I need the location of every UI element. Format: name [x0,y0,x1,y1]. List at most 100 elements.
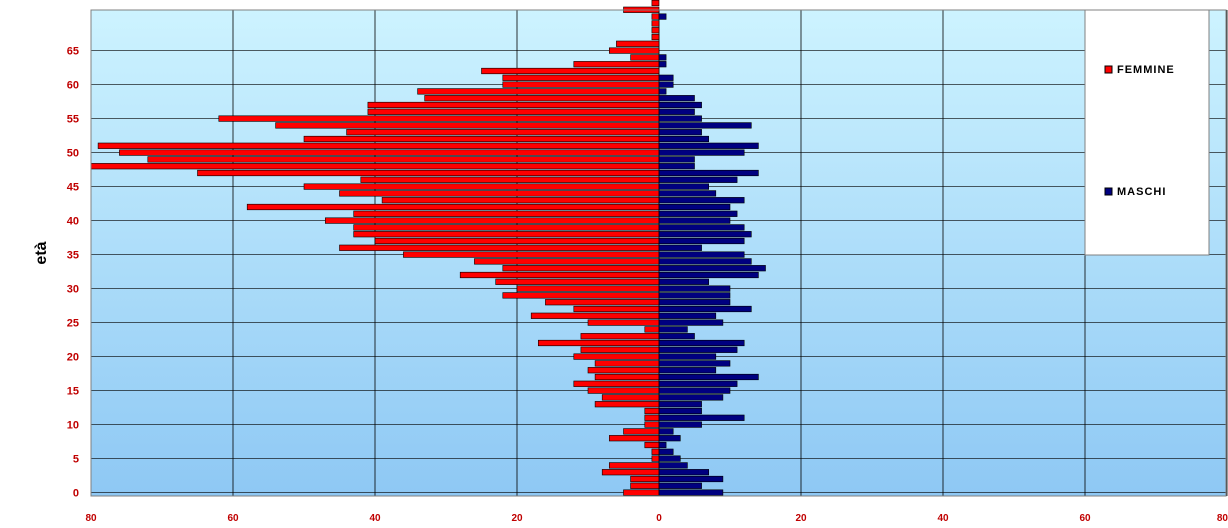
bar-maschi-age-21 [658,346,738,353]
bars-group [90,0,766,496]
y-tick-label: 0 [73,488,79,500]
bar-femmine-age-37 [374,237,660,245]
bar-femmine-age-48 [90,163,660,170]
bar-maschi-age-19 [658,360,731,367]
bar-femmine-age-22 [537,339,660,347]
bar-maschi-age-61 [658,74,674,81]
bar-maschi-age-25 [658,319,724,326]
bar-maschi-age-5 [658,455,681,462]
x-tick-label: 20 [511,513,523,524]
bar-femmine-age-51 [97,142,660,149]
bar-maschi-age-51 [658,142,759,149]
x-tick-label: 0 [656,513,662,524]
bar-maschi-age-33 [658,265,766,272]
bar-maschi-age-57 [658,101,702,109]
bar-maschi-age-46 [658,176,738,183]
bar-maschi-age-24 [658,326,688,333]
bar-femmine-age-2 [630,475,660,483]
bar-femmine-age-38 [353,231,660,238]
bar-femmine-age-36 [339,244,660,251]
bar-maschi-age-60 [658,81,674,88]
bar-maschi-age-43 [658,197,745,204]
bar-maschi-age-58 [658,95,695,102]
bar-femmine-age-58 [424,95,660,102]
bar-maschi-age-53 [658,129,702,136]
legend-label-femmine: FEMMINE [1117,64,1175,76]
bar-femmine-age-60 [502,81,660,88]
bar-maschi-age-10 [658,421,702,428]
bar-maschi-age-39 [658,224,745,231]
bar-maschi-age-22 [658,339,745,347]
bar-femmine-age-24 [644,326,660,333]
bar-maschi-age-28 [658,299,731,306]
bar-femmine-age-62 [481,67,660,75]
bar-maschi-age-49 [658,156,695,163]
y-tick-label: 60 [67,80,79,92]
bar-femmine-age-14 [601,394,660,401]
bar-maschi-age-50 [658,149,745,156]
y-tick-labels: 0 5 10 15 20 25 30 35 40 45 50 55 60 65 73 [67,0,79,500]
bar-maschi-age-1 [658,482,702,489]
bar-femmine-age-18 [587,367,660,374]
bar-maschi-age-12 [658,407,702,415]
bar-maschi-age-29 [658,292,731,299]
bar-femmine-age-47 [197,169,660,177]
y-tick-label: 15 [67,386,79,398]
bar-femmine-age-68 [651,27,660,34]
bar-femmine-age-46 [360,176,660,183]
bar-maschi-age-18 [658,367,717,374]
legend-swatch-femmine [1104,65,1113,74]
bar-femmine-age-50 [119,149,660,156]
bar-femmine-age-9 [623,428,660,435]
bar-maschi-age-6 [658,448,674,455]
bar-maschi-age-9 [658,428,674,435]
x-tick-label: 60 [1079,513,1091,524]
bar-femmine-age-25 [587,319,660,326]
bar-femmine-age-54 [275,122,660,129]
bar-femmine-age-56 [367,108,660,115]
bar-femmine-age-33 [502,265,660,272]
bar-femmine-age-17 [594,373,660,381]
bar-femmine-age-67 [651,33,660,41]
bar-femmine-age-63 [573,61,660,68]
bar-maschi-age-14 [658,394,724,401]
bar-femmine-age-34 [474,258,660,265]
bar-maschi-age-7 [658,441,667,449]
bar-femmine-age-45 [303,183,660,190]
bar-femmine-age-26 [530,312,660,319]
bar-femmine-age-20 [573,353,660,360]
bar-maschi-age-34 [658,258,752,265]
y-tick-label: 20 [67,352,79,364]
y-tick-label: 5 [73,454,79,466]
bar-femmine-age-1 [630,482,660,489]
y-tick-label: 35 [67,250,79,262]
bar-femmine-age-35 [403,251,660,258]
legend-box [1084,9,1210,256]
y-tick-label: 40 [67,216,79,228]
bar-femmine-age-64 [630,54,660,61]
bar-femmine-age-15 [587,387,660,394]
bar-maschi-age-40 [658,217,731,224]
bar-femmine-age-53 [346,129,660,136]
bar-maschi-age-45 [658,183,710,190]
bar-maschi-age-0 [658,489,724,496]
bar-femmine-age-72 [651,0,660,7]
bar-maschi-age-17 [658,373,759,381]
y-tick-label: 45 [67,182,79,194]
bar-femmine-age-32 [459,271,660,279]
bar-maschi-age-64 [658,54,667,61]
bar-maschi-age-8 [658,435,681,442]
x-tick-label: 80 [1217,513,1228,524]
bar-femmine-age-52 [303,135,660,143]
bar-femmine-age-65 [608,47,660,54]
bar-femmine-age-8 [608,435,660,442]
bar-femmine-age-7 [644,441,660,449]
bar-femmine-age-29 [502,292,660,299]
bar-maschi-age-4 [658,462,688,469]
bar-maschi-age-20 [658,353,717,360]
bar-femmine-age-28 [545,299,660,306]
bar-femmine-age-42 [246,203,660,211]
bar-femmine-age-23 [580,333,660,340]
bar-femmine-age-49 [147,156,660,163]
bar-maschi-age-41 [658,210,738,217]
